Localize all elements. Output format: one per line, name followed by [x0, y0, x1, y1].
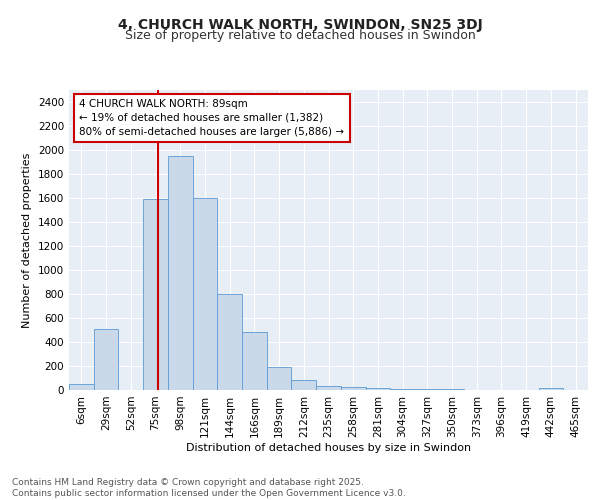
Text: Contains HM Land Registry data © Crown copyright and database right 2025.
Contai: Contains HM Land Registry data © Crown c…	[12, 478, 406, 498]
Text: Size of property relative to detached houses in Swindon: Size of property relative to detached ho…	[125, 29, 475, 42]
Bar	[242, 332, 267, 390]
Text: 4 CHURCH WALK NORTH: 89sqm
← 19% of detached houses are smaller (1,382)
80% of s: 4 CHURCH WALK NORTH: 89sqm ← 19% of deta…	[79, 99, 344, 137]
Bar	[217, 294, 242, 390]
Bar	[539, 388, 563, 390]
Bar	[143, 199, 168, 390]
Bar	[341, 387, 365, 390]
Bar	[390, 389, 415, 390]
Bar	[193, 198, 217, 390]
Bar	[316, 386, 341, 390]
Y-axis label: Number of detached properties: Number of detached properties	[22, 152, 32, 328]
Bar	[292, 380, 316, 390]
Bar	[94, 329, 118, 390]
X-axis label: Distribution of detached houses by size in Swindon: Distribution of detached houses by size …	[186, 442, 471, 452]
Bar	[69, 384, 94, 390]
Bar	[267, 366, 292, 390]
Text: 4, CHURCH WALK NORTH, SWINDON, SN25 3DJ: 4, CHURCH WALK NORTH, SWINDON, SN25 3DJ	[118, 18, 482, 32]
Bar	[168, 156, 193, 390]
Bar	[365, 388, 390, 390]
